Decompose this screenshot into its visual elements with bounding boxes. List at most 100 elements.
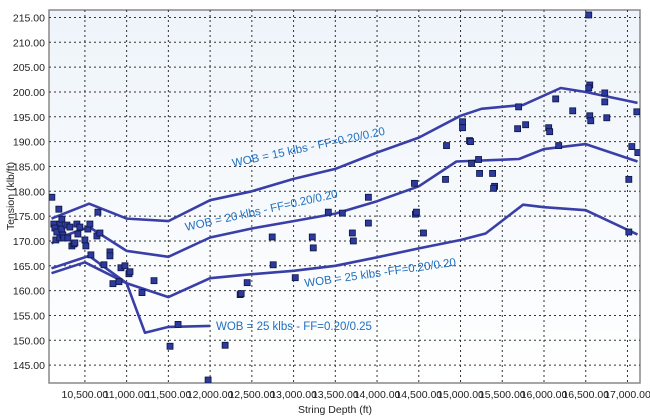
x-tick-label: 16,000.00: [521, 389, 568, 401]
scatter-point: [269, 261, 277, 269]
x-tick-label: 15,000.00: [437, 389, 484, 401]
scatter-point: [442, 175, 449, 183]
x-axis-label: String Depth (ft): [298, 404, 372, 416]
scatter-point: [364, 219, 372, 227]
y-tick-label: 160.00: [13, 286, 45, 298]
scatter-point: [569, 107, 577, 115]
scatter-point: [459, 124, 466, 132]
x-tick-label: 13,500.00: [312, 389, 359, 401]
y-tick-label: 200.00: [13, 87, 45, 99]
scatter-point: [150, 277, 158, 285]
scatter-point: [121, 262, 129, 270]
scatter-point: [514, 125, 522, 133]
scatter-point: [221, 341, 229, 349]
y-tick-label: 170.00: [13, 236, 45, 248]
scatter-point: [459, 118, 466, 126]
x-tick-label: 10,500.00: [62, 389, 109, 401]
scatter-point: [349, 237, 357, 245]
scatter-point: [552, 95, 560, 103]
y-tick-label: 205.00: [13, 62, 45, 74]
y-axis-ticks: 145.00 150.00 155.00 160.00 165.00 170.00 175.…: [13, 12, 45, 372]
y-tick-label: 195.00: [13, 112, 45, 124]
scatter-point: [490, 184, 497, 192]
scatter-point: [166, 342, 174, 350]
scatter-point: [106, 252, 114, 260]
scatter-point: [71, 239, 79, 247]
y-tick-label: 210.00: [13, 37, 45, 49]
series-line-0: [51, 86, 638, 223]
scatter-point: [115, 278, 123, 286]
scatter-point: [625, 175, 633, 183]
x-tick-label: 15,500.00: [479, 389, 526, 401]
scatter-point: [625, 228, 633, 236]
scatter-point: [237, 290, 245, 297]
scatter-point: [603, 114, 611, 122]
scatter-point: [82, 242, 90, 250]
y-tick-label: 145.00: [13, 360, 45, 372]
scatter-point: [628, 143, 636, 150]
scatter-point: [309, 244, 317, 252]
scatter-point: [585, 84, 593, 92]
scatter-point: [74, 230, 82, 238]
x-tick-label: 12,500.00: [228, 389, 275, 401]
plot-area: [48, 9, 641, 384]
x-tick-label: 17,000.00: [604, 389, 650, 401]
scatter-point: [109, 280, 117, 288]
scatter-point: [420, 229, 427, 237]
scatter-point: [585, 11, 593, 19]
scatter-point: [76, 223, 84, 231]
scatter-point: [522, 121, 530, 129]
y-tick-label: 180.00: [13, 186, 45, 198]
scatter-point: [468, 160, 475, 167]
scatter-point: [96, 229, 104, 237]
scatter-point: [86, 220, 94, 228]
y-tick-label: 150.00: [13, 335, 45, 347]
x-tick-label: 14,500.00: [395, 389, 442, 401]
y-tick-label: 165.00: [13, 261, 45, 273]
scatter-point: [87, 251, 95, 259]
scatter-point: [268, 233, 276, 241]
scatter-point: [66, 223, 74, 231]
scatter-point: [204, 376, 212, 383]
scatter-point: [601, 98, 609, 106]
scatter-point: [64, 234, 72, 242]
scatter-point: [100, 261, 108, 269]
scatter-point: [138, 289, 146, 297]
y-tick-label: 215.00: [13, 12, 45, 24]
scatter-point: [633, 108, 640, 116]
x-axis-ticks: 10,500.0011,000.0011,500.0012,000.0012,5…: [62, 389, 650, 401]
y-tick-label: 185.00: [13, 161, 45, 173]
scatter-point: [515, 103, 523, 111]
scatter-point: [49, 193, 56, 201]
x-tick-label: 13,000.00: [270, 389, 317, 401]
scatter-point: [411, 179, 418, 187]
scatter-point: [94, 208, 102, 216]
series-line-2: [51, 203, 639, 299]
scatter-point: [475, 156, 482, 163]
x-tick-label: 16,500.00: [562, 389, 609, 401]
scatter-point: [58, 215, 66, 223]
series-label-3: WOB = 25 klbs - FF=0.20/0.25: [216, 321, 372, 333]
scatter-point: [467, 138, 474, 146]
scatter-point: [126, 268, 134, 276]
scatter-point: [555, 142, 563, 149]
x-tick-label: 14,000.00: [354, 389, 401, 401]
scatter-point: [174, 320, 182, 328]
y-tick-label: 155.00: [13, 310, 45, 322]
scatter-point: [308, 233, 316, 241]
scatter-points: [49, 11, 640, 383]
x-tick-label: 11,500.00: [145, 389, 191, 401]
y-tick-label: 190.00: [13, 137, 45, 149]
y-axis-label: Tension (klb/ft): [5, 162, 17, 230]
scatter-point: [338, 209, 346, 217]
scatter-point: [55, 205, 63, 213]
scatter-point: [364, 193, 372, 201]
series-lines: [50, 86, 639, 335]
scatter-point: [324, 208, 332, 216]
scatter-point: [291, 274, 299, 282]
x-tick-label: 12,000.00: [187, 389, 234, 401]
x-tick-label: 11,000.00: [104, 389, 150, 401]
scatter-point: [489, 170, 496, 177]
scatter-point: [634, 149, 640, 156]
